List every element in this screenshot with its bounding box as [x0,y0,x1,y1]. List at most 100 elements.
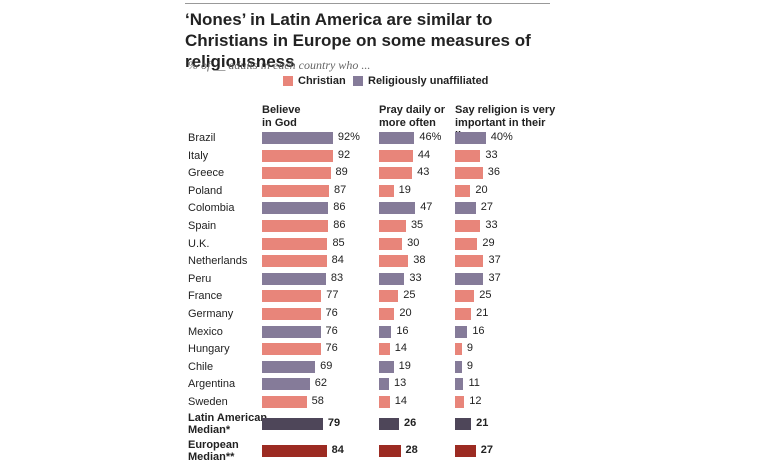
category-label: Germany [188,308,234,320]
value-label: 14 [394,395,408,407]
bar [379,418,400,430]
legend-swatch [353,76,363,86]
legend-label: Christian [298,75,346,87]
column-header: Believe in God [262,104,301,129]
bar [262,445,327,457]
value-label: 76 [325,324,338,337]
bar [262,149,333,162]
bar [262,184,329,197]
value-label: 83 [330,271,344,284]
value-label: 43 [417,166,430,179]
bar [379,308,395,320]
value-label: 36 [487,166,500,179]
bar [379,149,413,162]
bar [379,255,409,268]
value-label: 77 [326,289,339,302]
value-label: 20 [475,183,488,196]
category-label: Netherlands [188,255,248,268]
category-label: Italy [188,149,209,162]
value-label: 76 [325,342,338,355]
bar [379,132,415,144]
chart-title: ‘Nones’ in Latin America are similar to … [185,10,531,71]
bar [455,220,481,232]
value-label: 58 [311,395,324,407]
value-label: 16 [396,324,409,337]
value-label: 33 [409,271,422,284]
category-label: Sweden [188,396,228,408]
bar [379,325,392,338]
category-label: U.K. [188,237,210,250]
bar [455,272,484,285]
bar [262,202,329,215]
legend-swatch [283,76,293,86]
bar [379,343,390,356]
value-label: 9 [466,342,474,355]
value-label: 29 [482,236,495,249]
value-label: 79 [327,417,341,429]
value-label: 21 [476,307,489,319]
bar [455,255,484,268]
value-label: 87 [333,183,347,196]
bar [262,255,327,268]
value-label: 37 [488,254,501,267]
bar [379,396,390,408]
bar [379,360,394,373]
bar [262,378,310,391]
category-label: Latin American Median* [188,412,268,436]
bar [262,167,331,180]
bar [379,272,405,285]
value-label: 14 [394,342,408,355]
bar [455,237,478,250]
bar [455,343,462,356]
bar [379,290,399,303]
bar [262,308,321,320]
value-label: 35 [410,219,424,231]
category-label: Peru [188,272,212,285]
category-label: Argentina [188,378,236,391]
bar [455,378,464,391]
value-label: 92% [337,131,360,143]
value-label: 13 [394,377,407,390]
value-label: 30 [407,236,420,249]
value-label: 12 [469,395,482,407]
bar [379,202,416,215]
category-label: Hungary [188,343,230,356]
bar [379,378,389,391]
bar [455,418,472,430]
category-label: Spain [188,220,217,232]
category-label: Colombia [188,202,235,215]
value-label: 20 [399,307,412,319]
bar [455,202,476,215]
value-label: 16 [472,324,485,337]
category-label: Brazil [188,132,216,144]
bar [262,237,328,250]
value-label: 76 [325,307,338,319]
value-label: 69 [320,359,333,372]
category-label: Mexico [188,325,223,338]
value-label: 9 [466,359,474,372]
bar [379,167,413,180]
value-label: 44 [417,148,431,161]
bar [455,445,476,457]
value-label: 19 [398,183,411,196]
bar [455,132,486,144]
bar [455,325,468,338]
bar [379,184,394,197]
category-label: Greece [188,167,225,180]
value-label: 89 [335,166,348,179]
bar [262,272,326,285]
value-label: 92 [337,148,351,161]
bar [262,360,316,373]
bar [455,290,475,303]
value-label: 86 [333,219,346,231]
value-label: 40% [490,131,513,143]
bar [455,184,471,197]
category-label: European Median** [188,439,239,463]
value-label: 21 [476,417,489,429]
bar [455,167,483,180]
legend-item: Religiously unaffiliated [353,75,488,87]
column-header: Say religion is very important in their … [455,104,556,142]
value-label: 86 [333,201,346,214]
bar [379,237,403,250]
bar [455,308,472,320]
